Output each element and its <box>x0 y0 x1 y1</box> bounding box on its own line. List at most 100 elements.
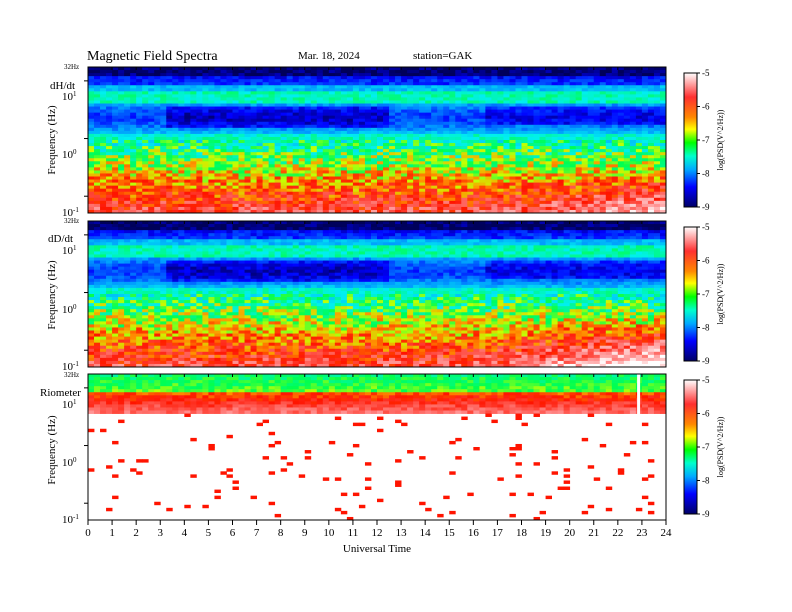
x-tick-label: 16 <box>468 527 480 539</box>
spectrogram-cell <box>172 146 179 150</box>
spectrogram-cell <box>178 155 185 159</box>
spectrogram-cell <box>407 173 414 177</box>
spectrogram-cell <box>599 67 607 71</box>
spectrogram-cell <box>587 143 595 147</box>
spectrogram-cell <box>250 203 257 208</box>
spectrogram-cell <box>485 185 492 190</box>
spectrogram-cell <box>346 209 354 214</box>
spectrogram-cell <box>563 158 571 162</box>
spectrogram-cell <box>461 152 468 156</box>
spectrogram-cell <box>539 82 546 86</box>
spectrogram-cell <box>130 118 137 123</box>
spectrogram-cell <box>599 185 607 190</box>
y-tick-label: 10-1 <box>62 513 79 526</box>
spectrogram-cell <box>88 170 95 174</box>
spectrogram-cell <box>473 188 480 193</box>
spectrogram-cell <box>316 70 324 74</box>
spectrogram-cell <box>334 164 342 168</box>
spectrogram-cell <box>346 206 354 211</box>
spectrogram-cell <box>316 94 324 98</box>
spectrogram-cell <box>100 124 107 129</box>
x-tick-label: 11 <box>348 527 359 539</box>
spectrogram-cell <box>575 143 583 147</box>
spectrogram-cell <box>437 140 444 144</box>
spectrogram-cell <box>124 100 131 104</box>
spectrogram-cell <box>635 209 643 214</box>
spectrogram-cell <box>599 82 607 86</box>
spectrogram-cell <box>389 127 396 132</box>
spectrogram-cell <box>184 167 191 171</box>
spectrogram-cell <box>106 245 113 249</box>
spectrogram-cell <box>184 155 191 159</box>
spectrogram-cell <box>160 106 167 110</box>
spectrogram-cell <box>575 200 583 205</box>
spectrogram-cell <box>377 182 384 187</box>
spectrogram-cell <box>268 76 276 80</box>
spectrogram-cell <box>593 136 601 141</box>
spectrogram-cell <box>503 176 510 180</box>
spectrogram-cell <box>401 182 408 187</box>
spectrogram-cell <box>238 191 245 196</box>
panel-top-label: 32Hz <box>64 217 79 225</box>
spectrogram-cell <box>485 106 492 110</box>
spectrogram-cell <box>431 149 438 153</box>
spectrogram-cell <box>503 73 510 77</box>
spectrogram-cell <box>172 173 179 177</box>
spectrogram-cell <box>346 85 354 89</box>
spectrogram-cell <box>94 251 101 255</box>
spectrogram-cell <box>635 203 643 208</box>
spectrogram-cell <box>521 121 528 126</box>
spectrogram-cell <box>641 194 649 199</box>
spectrogram-cell <box>112 197 119 202</box>
spectrogram-cell <box>220 194 227 199</box>
spectrogram-cell <box>166 140 173 144</box>
spectrogram-cell <box>340 85 348 89</box>
spectrogram-cell <box>557 70 565 74</box>
spectrogram-cell <box>617 94 625 98</box>
spectrogram-cell <box>653 182 661 187</box>
spectrogram-cell <box>322 176 330 180</box>
spectrogram-cell <box>593 79 601 83</box>
spectrogram-cell <box>647 109 655 114</box>
spectrogram-cell <box>280 173 288 177</box>
spectrogram-cell <box>521 173 528 177</box>
spectrogram-cell <box>124 188 131 193</box>
spectrogram-cell <box>431 97 438 101</box>
spectrogram-cell <box>587 182 595 187</box>
spectrogram-cell <box>425 106 432 110</box>
spectrogram-cell <box>298 94 306 98</box>
spectrogram-cell <box>443 140 450 144</box>
spectrogram-cell <box>569 82 577 86</box>
spectrogram-cell <box>473 70 480 74</box>
spectrogram-cell <box>503 155 510 159</box>
spectrogram-cell <box>431 167 438 171</box>
spectrogram-cell <box>521 76 528 80</box>
spectrogram-cell <box>539 136 546 141</box>
spectrogram-cell <box>364 73 372 77</box>
spectrogram-cell <box>443 118 450 123</box>
spectrogram-cell <box>443 94 450 98</box>
spectrogram-cell <box>358 203 366 208</box>
spectrogram-cell <box>473 100 480 104</box>
spectrogram-cell <box>310 173 318 177</box>
spectrogram-cell <box>407 112 414 117</box>
spectrogram-cell <box>178 100 185 104</box>
spectrogram-cell <box>88 88 95 92</box>
spectrogram-cell <box>569 106 577 110</box>
spectrogram-cell <box>413 170 420 174</box>
spectrogram-cell <box>298 176 306 180</box>
spectrogram-cell <box>190 106 197 110</box>
spectrogram-cell <box>106 227 113 231</box>
spectrogram-cell <box>178 200 185 205</box>
spectrogram-cell <box>208 94 215 98</box>
spectrogram-cell <box>262 130 270 135</box>
spectrogram-cell <box>641 143 649 147</box>
spectrogram-cell <box>262 164 270 168</box>
spectrogram-cell <box>617 85 625 89</box>
spectrogram-cell <box>298 197 306 202</box>
spectrogram-cell <box>136 94 143 98</box>
spectrogram-cell <box>377 173 384 177</box>
spectrogram-cell <box>250 209 257 214</box>
spectrogram-cell <box>575 130 583 135</box>
